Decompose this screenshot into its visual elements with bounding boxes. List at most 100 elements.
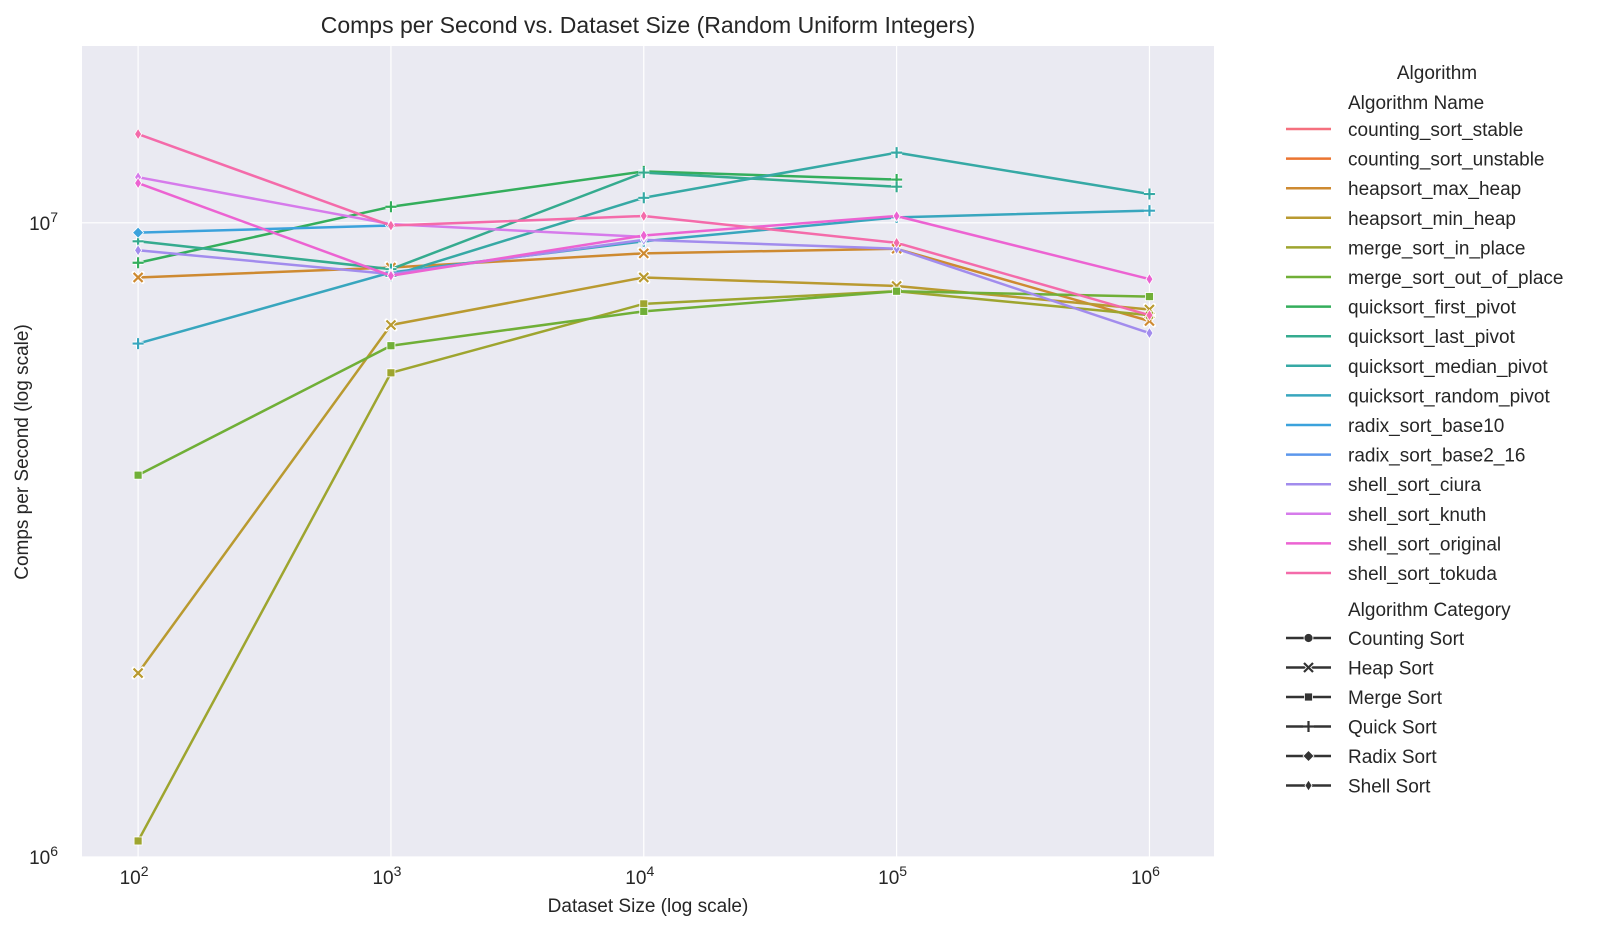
- y-tick-base: 10: [29, 214, 50, 235]
- x-axis-label: Dataset Size (log scale): [548, 896, 749, 917]
- legend-label: counting_sort_stable: [1348, 120, 1523, 141]
- legend-name-header: Algorithm Name: [1348, 93, 1484, 114]
- legend-item: quicksort_median_pivot: [1286, 357, 1548, 378]
- y-axis-label: Comps per Second (log scale): [12, 324, 33, 580]
- x-tick-label: 105: [878, 863, 907, 889]
- legend-item: merge_sort_out_of_place: [1286, 268, 1563, 289]
- y-tick-label: 107: [29, 209, 58, 235]
- legend-series-group: counting_sort_stable counting_sort_unstab…: [1286, 120, 1563, 585]
- data-point: [133, 470, 143, 480]
- x-tick-base: 10: [120, 868, 141, 889]
- data-point: [386, 341, 396, 351]
- data-point: [132, 338, 144, 350]
- data-point: [638, 167, 650, 179]
- data-point: [131, 666, 145, 680]
- legend-label: quicksort_first_pivot: [1348, 298, 1517, 319]
- legend-label: quicksort_last_pivot: [1348, 327, 1516, 348]
- data-point: [386, 269, 395, 283]
- series-line: [390, 151, 1150, 277]
- series-layer: [131, 127, 1156, 846]
- data-point: [134, 244, 143, 257]
- data-point: [132, 257, 144, 269]
- legend-item: quicksort_last_pivot: [1286, 327, 1516, 348]
- data-point: [637, 270, 651, 284]
- data-point: [131, 270, 145, 284]
- data-point: [639, 306, 649, 316]
- legend-label: merge_sort_in_place: [1348, 238, 1525, 259]
- legend-label: radix_sort_base2_16: [1348, 446, 1525, 467]
- legend-category-item: Radix Sort: [1286, 747, 1437, 768]
- data-point: [639, 209, 648, 223]
- plot-area: [82, 46, 1214, 857]
- legend-category-label: Quick Sort: [1348, 718, 1437, 739]
- data-point: [385, 201, 397, 213]
- legend-label: shell_sort_tokuda: [1348, 564, 1497, 585]
- data-point: [892, 286, 902, 296]
- legend-category-marker: [1304, 692, 1313, 702]
- x-tick-base: 10: [625, 868, 646, 889]
- x-tick-base: 10: [372, 868, 393, 889]
- legend-label: shell_sort_ciura: [1348, 475, 1481, 496]
- legend-item: counting_sort_stable: [1286, 120, 1523, 141]
- legend-category-item: Merge Sort: [1286, 688, 1443, 709]
- data-point: [892, 236, 901, 250]
- data-point: [637, 246, 651, 260]
- series-merge_sort_out_of_place: [133, 286, 1154, 480]
- y-tick-exponent: 6: [50, 843, 58, 859]
- data-point: [386, 368, 396, 378]
- series-shell_sort_tokuda: [134, 127, 1154, 322]
- legend-item: radix_sort_base2_16: [1286, 446, 1525, 467]
- x-tick-exponent: 3: [394, 863, 402, 879]
- legend-label: quicksort_random_pivot: [1348, 386, 1550, 407]
- legend-label: shell_sort_knuth: [1348, 505, 1486, 526]
- x-tick-label: 106: [1131, 863, 1160, 889]
- legend-category-marker: [1302, 661, 1315, 674]
- legend-label: counting_sort_unstable: [1348, 150, 1544, 171]
- legend-title: Algorithm: [1397, 63, 1477, 84]
- legend-category-item: Counting Sort: [1286, 629, 1465, 650]
- x-tick-label: 103: [372, 863, 401, 889]
- data-point: [892, 209, 901, 223]
- legend-label: quicksort_median_pivot: [1348, 357, 1548, 378]
- legend-category-label: Radix Sort: [1348, 747, 1437, 768]
- legend-category-header: Algorithm Category: [1348, 600, 1511, 621]
- legend-category-label: Heap Sort: [1348, 659, 1434, 680]
- legend-label: heapsort_max_heap: [1348, 179, 1521, 200]
- legend-category-item: Shell Sort: [1286, 777, 1431, 798]
- legend-item: counting_sort_unstable: [1286, 150, 1544, 171]
- data-point: [1145, 272, 1154, 286]
- data-point: [134, 127, 143, 141]
- legend: Algorithm Algorithm Name counting_sort_s…: [1286, 63, 1563, 798]
- legend-item: shell_sort_tokuda: [1286, 564, 1497, 585]
- data-point: [1143, 188, 1155, 200]
- legend-category-item: Quick Sort: [1286, 718, 1437, 739]
- chart-title: Comps per Second vs. Dataset Size (Rando…: [321, 12, 976, 38]
- x-tick-exponent: 2: [141, 863, 149, 879]
- data-point: [132, 226, 145, 239]
- data-point: [1143, 205, 1155, 217]
- legend-item: shell_sort_original: [1286, 534, 1501, 555]
- data-point: [386, 219, 395, 232]
- legend-category-marker: [1302, 749, 1315, 763]
- data-point: [891, 181, 903, 193]
- legend-category-group: Counting Sort Heap Sort Merge Sort Quick So…: [1286, 629, 1465, 798]
- data-point: [638, 192, 650, 204]
- data-point: [1145, 308, 1154, 322]
- x-tick-exponent: 6: [1152, 863, 1160, 879]
- data-point: [639, 299, 649, 309]
- data-point: [891, 147, 903, 159]
- data-point: [1145, 292, 1154, 301]
- y-tick-label: 106: [29, 843, 58, 869]
- legend-item: quicksort_random_pivot: [1286, 386, 1550, 407]
- legend-category-label: Merge Sort: [1348, 688, 1443, 709]
- x-tick-label: 102: [120, 863, 149, 889]
- x-tick-base: 10: [878, 868, 899, 889]
- legend-category-marker: [1303, 721, 1314, 732]
- data-point: [133, 836, 143, 846]
- legend-category-label: Shell Sort: [1348, 777, 1431, 798]
- legend-category-label: Counting Sort: [1348, 629, 1465, 650]
- x-tick-base: 10: [1131, 868, 1152, 889]
